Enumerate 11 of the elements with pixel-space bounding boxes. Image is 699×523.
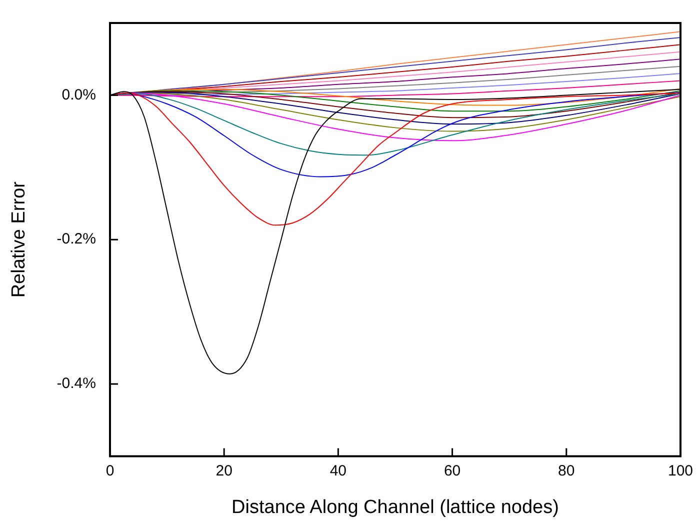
- x-tick-label: 100: [668, 462, 693, 480]
- x-tick-label: 60: [444, 462, 461, 480]
- x-tick-label: 20: [216, 462, 232, 480]
- x-tick-label: 80: [558, 462, 575, 480]
- x-tick-label: 0: [106, 462, 114, 480]
- y-tick-label: -0.2%: [56, 230, 96, 248]
- y-tick-label: -0.4%: [56, 375, 96, 392]
- x-axis-title: Distance Along Channel (lattice nodes): [232, 496, 559, 518]
- y-axis-title: Relative Error: [8, 180, 30, 298]
- y-tick-label: 0.0%: [62, 86, 96, 104]
- x-tick-label: 40: [330, 462, 347, 480]
